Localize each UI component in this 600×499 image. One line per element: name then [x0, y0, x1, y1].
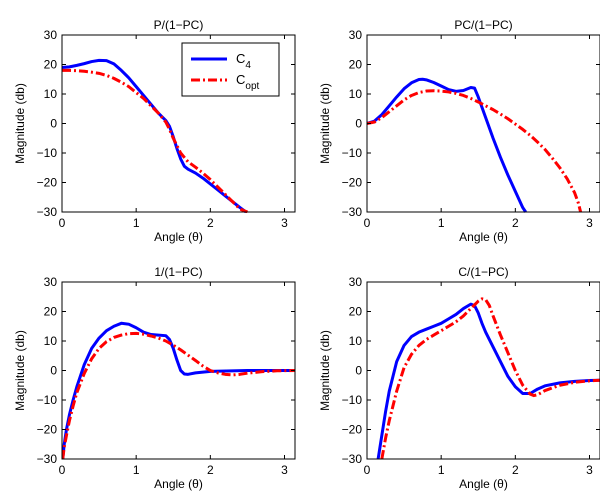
- y-tick-label: −20: [37, 176, 58, 190]
- x-tick-label: 0: [364, 216, 371, 230]
- chart-title: P/(1−PC): [154, 18, 204, 32]
- x-tick-label: 1: [438, 463, 445, 477]
- y-tick-label: 20: [349, 305, 363, 319]
- y-tick-label: −30: [342, 452, 363, 466]
- y-tick-label: −20: [37, 423, 58, 437]
- legend-label-c4: C4: [236, 51, 251, 71]
- x-tick-label: 3: [586, 216, 593, 230]
- y-tick-label: 20: [349, 58, 363, 72]
- legend-box: [181, 42, 280, 97]
- y-tick-label: 0: [355, 117, 362, 131]
- legend: C4 Copt: [181, 42, 280, 97]
- y-tick-label: 0: [355, 364, 362, 378]
- series-line-copt: [62, 68, 248, 213]
- y-tick-label: 10: [44, 87, 58, 101]
- series-line-c4: [62, 321, 295, 460]
- y-tick-label: 30: [349, 28, 363, 42]
- y-tick-label: 30: [44, 28, 58, 42]
- series-line-c4: [367, 77, 527, 213]
- y-tick-label: 30: [349, 275, 363, 289]
- y-tick-label: 10: [349, 334, 363, 348]
- y-tick-label: 10: [44, 334, 58, 348]
- y-tick-label: −10: [342, 146, 363, 160]
- y-tick-label: 0: [50, 364, 57, 378]
- series-line-copt: [62, 331, 295, 460]
- chart-title: C/(1−PC): [458, 265, 508, 279]
- x-tick-label: 1: [133, 216, 140, 230]
- x-tick-label: 1: [438, 216, 445, 230]
- x-axis-label: Angle (θ): [459, 477, 508, 491]
- x-tick-label: 3: [586, 463, 593, 477]
- x-axis-label: Angle (θ): [459, 230, 508, 244]
- subplot-c-over-1-minus-pc: 0 1 2 3 −30 −20 −10 0 10 20 30 C/(1−PC) Angle (θ) Mag…: [318, 265, 600, 491]
- y-tick-label: −10: [342, 393, 363, 407]
- y-tick-label: 20: [44, 305, 58, 319]
- x-tick-label: 2: [207, 216, 214, 230]
- y-tick-label: −20: [342, 423, 363, 437]
- x-tick-label: 3: [281, 216, 288, 230]
- y-axis-label: Magnitude (db): [318, 330, 332, 411]
- y-tick-label: −30: [342, 205, 363, 219]
- plot-area: [366, 281, 600, 460]
- y-tick-label: 10: [349, 87, 363, 101]
- x-tick-label: 2: [207, 463, 214, 477]
- chart-title: PC/(1−PC): [454, 18, 512, 32]
- x-tick-label: 0: [59, 463, 66, 477]
- x-tick-label: 0: [59, 216, 66, 230]
- y-axis-label: Magnitude (db): [13, 330, 27, 411]
- y-tick-label: 30: [44, 275, 58, 289]
- subplot-pc-over-1-minus-pc: 0 1 2 3 −30 −20 −10 0 10 20 30 PC/(1−PC) Angle (θ) Ma…: [318, 18, 600, 244]
- y-tick-label: −20: [342, 176, 363, 190]
- x-tick-label: 0: [364, 463, 371, 477]
- subplot-1-over-1-minus-pc: 0 1 2 3 −30 −20 −10 0 10 20 30 1/(1−PC) Angle (θ) Mag…: [13, 265, 296, 491]
- series-line-copt: [380, 297, 600, 460]
- y-axis-label: Magnitude (db): [318, 83, 332, 164]
- y-tick-label: −30: [37, 452, 58, 466]
- y-tick-label: −10: [37, 146, 58, 160]
- x-tick-label: 3: [281, 463, 288, 477]
- x-tick-label: 1: [133, 463, 140, 477]
- y-tick-label: 20: [44, 58, 58, 72]
- y-tick-label: −10: [37, 393, 58, 407]
- y-axis-label: Magnitude (db): [13, 83, 27, 164]
- x-tick-label: 2: [512, 216, 519, 230]
- legend-label-copt: Copt: [236, 72, 260, 92]
- y-tick-label: 0: [50, 117, 57, 131]
- x-axis-label: Angle (θ): [154, 230, 203, 244]
- x-axis-label: Angle (θ): [154, 477, 203, 491]
- plot-area: [366, 34, 600, 213]
- y-tick-label: −30: [37, 205, 58, 219]
- series-line-copt: [367, 89, 583, 213]
- x-tick-label: 2: [512, 463, 519, 477]
- chart-title: 1/(1−PC): [154, 265, 202, 279]
